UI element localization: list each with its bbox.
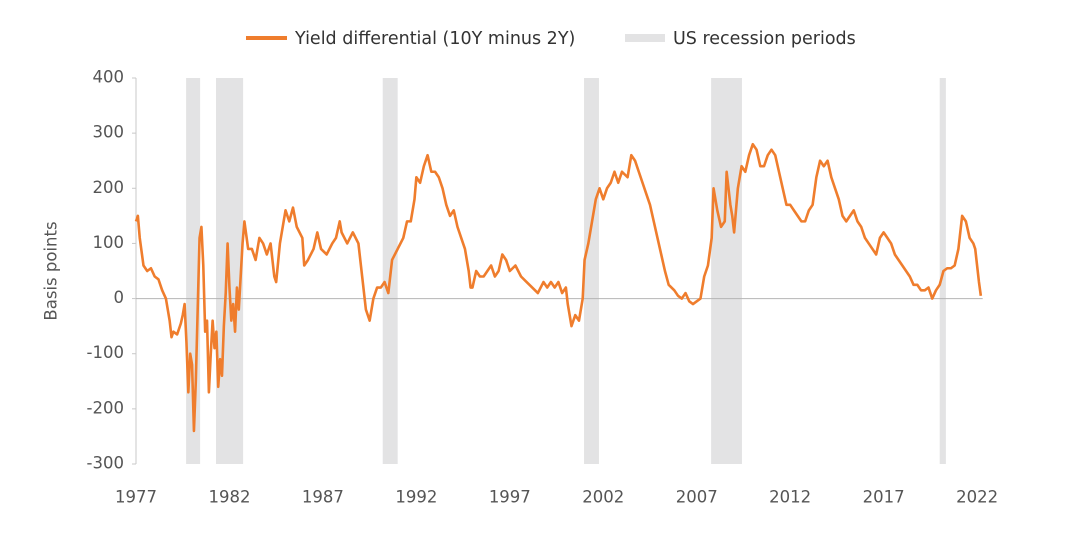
legend-label: Yield differential (10Y minus 2Y) [294, 29, 575, 49]
x-tick-label: 1977 [115, 488, 157, 507]
x-tick-label: 1987 [302, 488, 344, 507]
recession-band [584, 78, 599, 464]
x-tick-label: 2007 [676, 488, 718, 507]
y-tick-label: -100 [87, 343, 124, 362]
x-tick-label: 2022 [956, 488, 998, 507]
y-tick-label: 400 [93, 68, 125, 87]
x-tick-label: 2002 [582, 488, 624, 507]
y-tick-label: 300 [93, 123, 125, 142]
y-tick-label: -200 [87, 398, 124, 417]
x-tick-label: 1992 [395, 488, 437, 507]
x-tick-label: 2017 [863, 488, 905, 507]
yield-line [134, 142, 983, 433]
y-axis-title: Basis points [42, 221, 61, 320]
recession-band [711, 78, 742, 464]
x-tick-label: 1982 [208, 488, 250, 507]
x-tick-label: 2012 [769, 488, 811, 507]
y-tick-label: -300 [87, 454, 124, 473]
y-tick-label: 0 [114, 288, 125, 307]
legend-label: US recession periods [673, 29, 856, 49]
y-tick-label: 100 [93, 233, 125, 252]
y-tick-label: 200 [93, 178, 125, 197]
x-tick-label: 1997 [489, 488, 531, 507]
